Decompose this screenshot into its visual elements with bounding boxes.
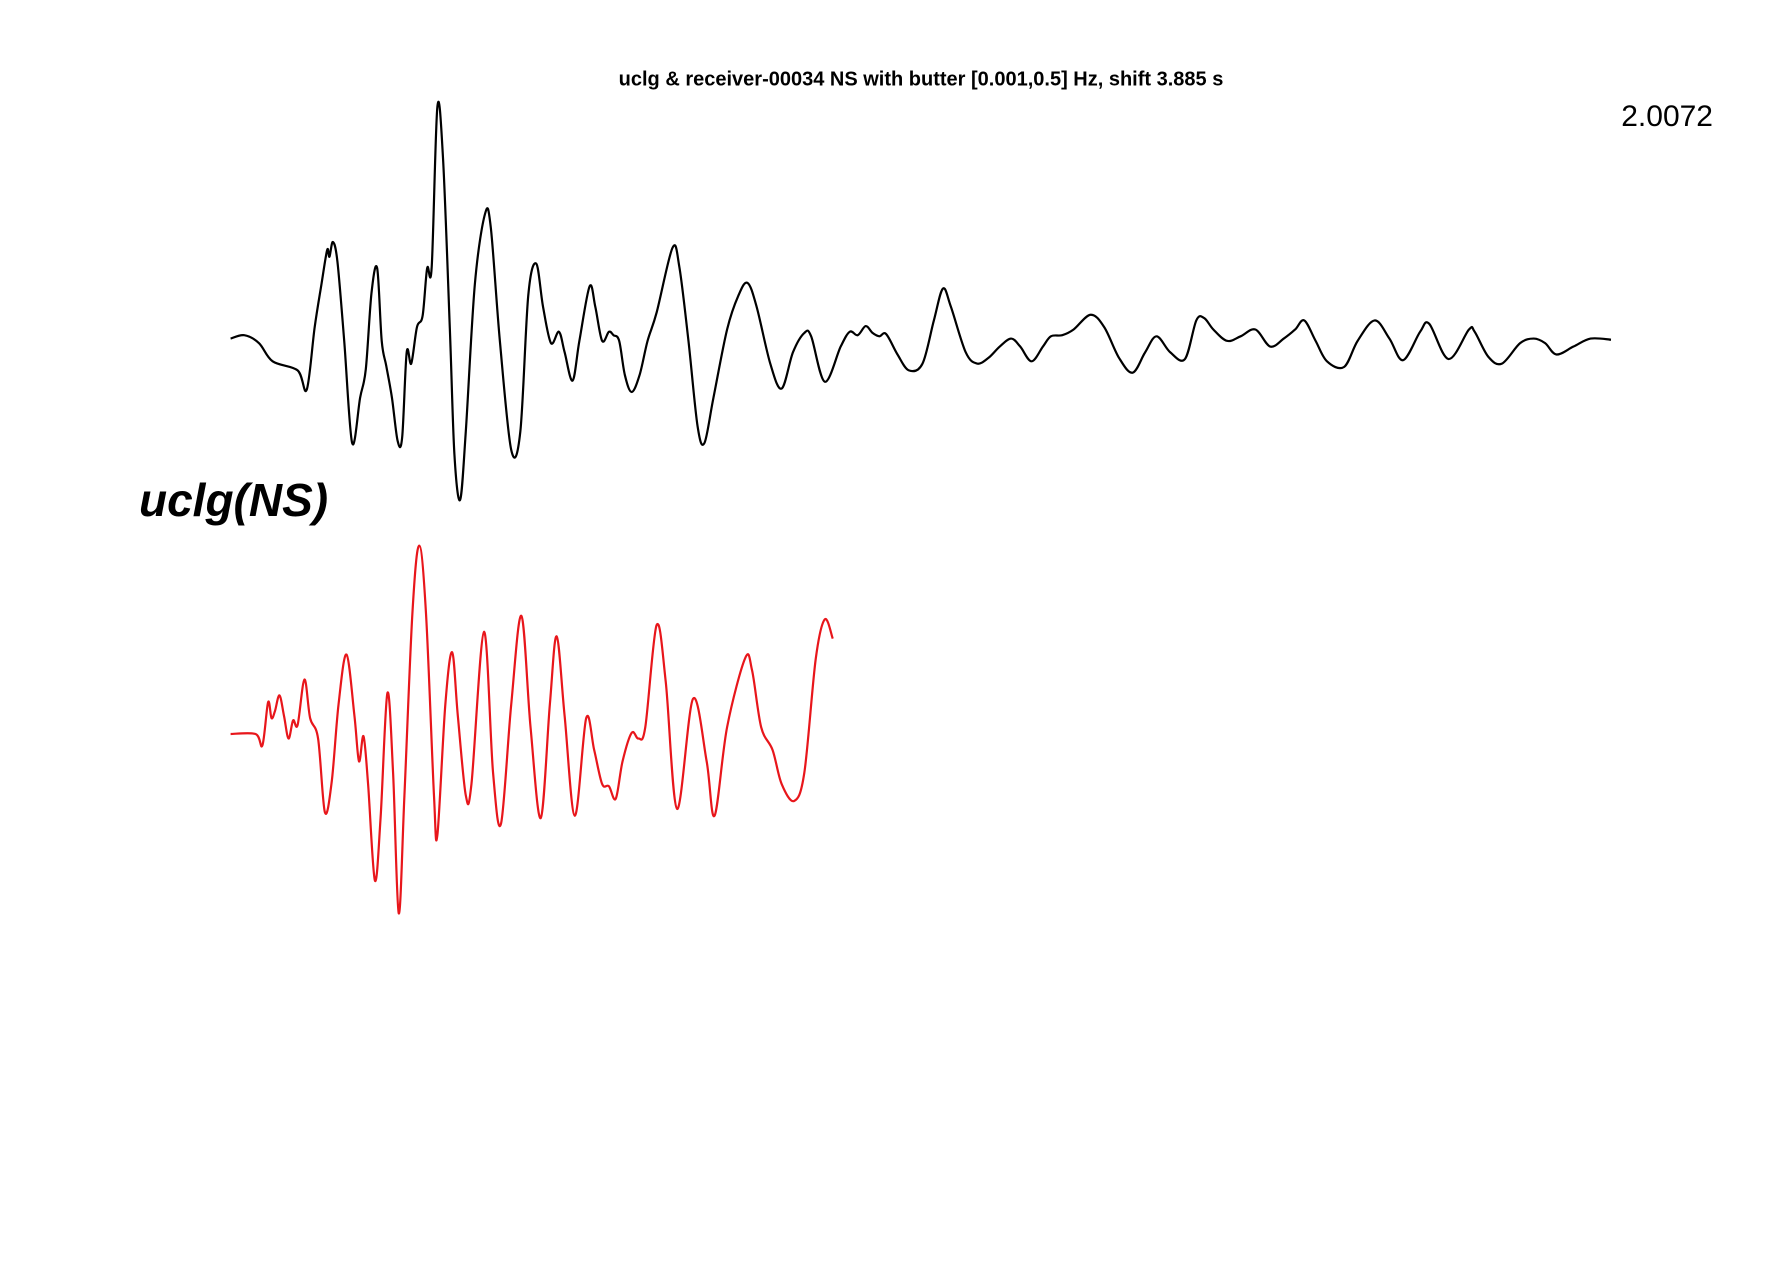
waveform — [230, 100, 1612, 502]
chart-title: uclg & receiver-00034 NS with butter [0.… — [619, 68, 1224, 90]
amplitude-annotation: 2.0072 — [1621, 100, 1713, 133]
waveform — [230, 544, 834, 915]
station-label: uclg(NS) — [139, 474, 328, 526]
